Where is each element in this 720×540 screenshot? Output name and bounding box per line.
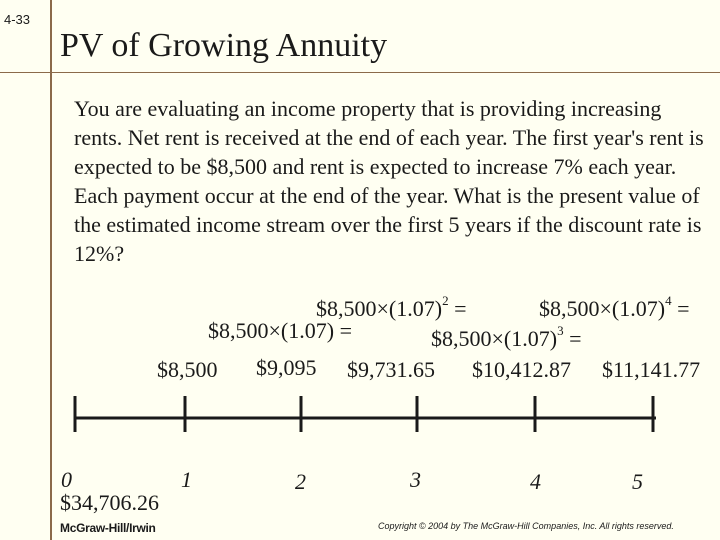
publisher-footer: McGraw-Hill/Irwin bbox=[60, 521, 156, 535]
problem-statement: You are evaluating an income property th… bbox=[74, 96, 704, 266]
slide-title: PV of Growing Annuity bbox=[60, 27, 388, 64]
formula-base: $8,500×(1.07) bbox=[431, 326, 558, 351]
present-value: $34,706.26 bbox=[60, 490, 159, 515]
period-label-2: 2 bbox=[295, 469, 306, 494]
formula-year-5: $8,500×(1.07)4 = bbox=[539, 288, 689, 322]
slide-number: 4-33 bbox=[4, 12, 31, 27]
cash-flow-1: $8,500 bbox=[157, 357, 218, 382]
formula-exponent: 3 bbox=[557, 323, 564, 338]
formula-year-3: $8,500×(1.07)2 = bbox=[316, 288, 466, 322]
formula-exponent: 2 bbox=[442, 293, 449, 308]
formula-base: $8,500×(1.07) bbox=[208, 318, 335, 343]
cash-flow-4: $10,412.87 bbox=[472, 357, 571, 382]
period-label-0: 0 bbox=[61, 467, 72, 492]
copyright-footer: Copyright © 2004 by The McGraw-Hill Comp… bbox=[378, 521, 674, 531]
timeline bbox=[73, 396, 656, 432]
period-label-3: 3 bbox=[410, 467, 421, 492]
cash-flow-3: $9,731.65 bbox=[347, 357, 435, 382]
formula-equals: = bbox=[334, 318, 352, 343]
formula-base: $8,500×(1.07) bbox=[539, 296, 666, 321]
formula-year-2: $8,500×(1.07) = bbox=[208, 318, 352, 344]
formula-equals: = bbox=[448, 296, 467, 321]
period-label-4: 4 bbox=[530, 469, 541, 494]
formula-equals: = bbox=[563, 326, 582, 351]
formula-exponent: 4 bbox=[665, 293, 672, 308]
cash-flow-2: $9,095 bbox=[256, 355, 317, 380]
horizontal-divider bbox=[0, 72, 720, 73]
period-label-1: 1 bbox=[181, 467, 192, 492]
period-label-5: 5 bbox=[632, 469, 643, 494]
formula-base: $8,500×(1.07) bbox=[316, 296, 443, 321]
formula-year-4: $8,500×(1.07)3 = bbox=[431, 318, 581, 352]
formula-equals: = bbox=[671, 296, 690, 321]
cash-flow-5: $11,141.77 bbox=[602, 357, 701, 382]
vertical-divider bbox=[50, 0, 52, 540]
